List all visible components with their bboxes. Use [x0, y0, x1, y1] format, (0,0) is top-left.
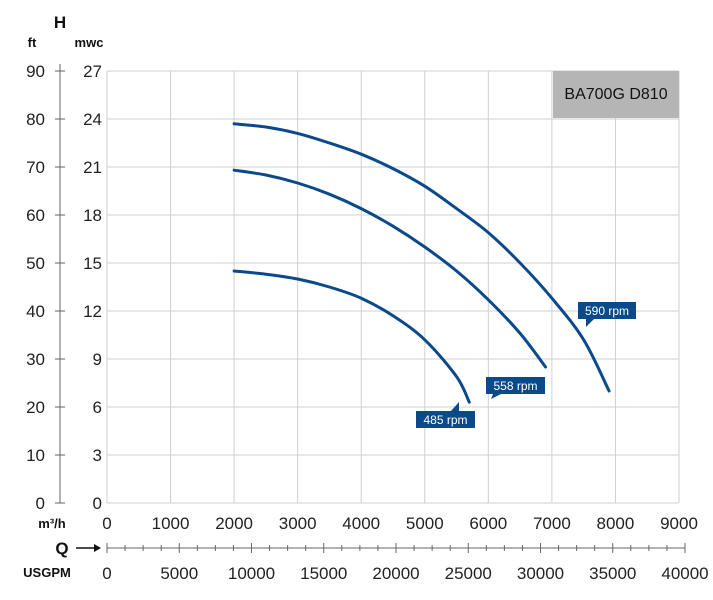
x-primary-tick-label: 1000: [152, 514, 190, 533]
x-secondary-tick-label: 20000: [372, 564, 419, 583]
x-primary-tick-label: 4000: [342, 514, 380, 533]
y-secondary-tick-label: 80: [26, 110, 45, 129]
y-primary-tick-label: 12: [83, 302, 102, 321]
y-primary-tick-label: 21: [83, 158, 102, 177]
x-secondary-tick-label: 30000: [517, 564, 564, 583]
y-secondary-unit: ft: [28, 35, 37, 50]
y-axis-letter: H: [54, 13, 66, 32]
x-axis-letter: Q: [55, 539, 68, 558]
x-primary-unit: m³/h: [38, 516, 66, 531]
series-label-0: 590 rpm: [578, 302, 636, 327]
series-label-2: 485 rpm: [416, 402, 475, 428]
series-curve-2: [232, 269, 471, 404]
label-layer: 590 rpm 558 rpm 485 rpm: [416, 302, 636, 428]
series-label-text: 485 rpm: [423, 413, 467, 427]
x-primary-tick-label: 2000: [215, 514, 253, 533]
y-primary-tick-label: 3: [93, 446, 102, 465]
y-secondary-tick-label: 90: [26, 62, 45, 81]
series-label-box: [486, 377, 545, 394]
series-label-box: [578, 302, 636, 319]
series-label-1: 558 rpm: [486, 377, 545, 399]
y-secondary-tick-label: 50: [26, 254, 45, 273]
x-axis: m³/h Q USGPM 0 1000 2000 3000 4000 5000 6000 70…: [23, 514, 708, 583]
x-secondary-tick-label: 10000: [228, 564, 275, 583]
x-secondary-tick-label: 25000: [445, 564, 492, 583]
y-secondary-tick-label: 0: [36, 494, 45, 513]
x-axis-arrow: [76, 544, 101, 552]
y-secondary-tick-label: 60: [26, 206, 45, 225]
y-primary-tick-label: 27: [83, 62, 102, 81]
grid-layer: [106, 70, 680, 504]
y-primary-tick-label: 18: [83, 206, 102, 225]
y-primary-tick-label: 9: [93, 350, 102, 369]
x-primary-tick-label: 8000: [597, 514, 635, 533]
x-primary-tick-label: 5000: [406, 514, 444, 533]
x-primary-tick-label: 0: [102, 514, 111, 533]
title-box: [553, 71, 679, 118]
series-label-box: [416, 411, 475, 428]
series-curve-1: [232, 168, 548, 369]
series-curve-0: [232, 122, 611, 393]
y-primary-unit: mwc: [75, 35, 104, 50]
x-secondary-tick-label: 40000: [661, 564, 708, 583]
y-primary-tick-label: 15: [83, 254, 102, 273]
series-label-pointer: [586, 319, 594, 327]
series-label-pointer: [451, 402, 459, 411]
x-secondary-unit: USGPM: [23, 565, 71, 580]
series-label-text: 558 rpm: [493, 379, 537, 393]
x-primary-tick-label: 3000: [279, 514, 317, 533]
y-primary-tick-label: 6: [93, 398, 102, 417]
series-label-text: 590 rpm: [585, 304, 629, 318]
y-secondary-tick-label: 40: [26, 302, 45, 321]
x-secondary-tick-label: 0: [102, 564, 111, 583]
series-label-pointer: [491, 394, 501, 399]
x-secondary-tick-label: 5000: [160, 564, 198, 583]
y-secondary-tick-label: 20: [26, 398, 45, 417]
x-primary-tick-label: 7000: [533, 514, 571, 533]
x-primary-tick-label: 6000: [469, 514, 507, 533]
y-primary-tick-label: 0: [93, 494, 102, 513]
x-secondary-tick-label: 15000: [300, 564, 347, 583]
y-axis: H ft mwc 0 3 6 9 12 15 18 21 24 27 0 10 20 30 40 50 60 70…: [26, 13, 103, 513]
y-primary-tick-label: 24: [83, 110, 102, 129]
y-secondary-tick-label: 10: [26, 446, 45, 465]
x-secondary-tick-label: 35000: [589, 564, 636, 583]
x-primary-tick-label: 9000: [660, 514, 698, 533]
y-secondary-tick-label: 30: [26, 350, 45, 369]
chart-title: BA700G D810: [564, 86, 667, 103]
y-secondary-tick-label: 70: [26, 158, 45, 177]
series-layer: [232, 122, 611, 404]
